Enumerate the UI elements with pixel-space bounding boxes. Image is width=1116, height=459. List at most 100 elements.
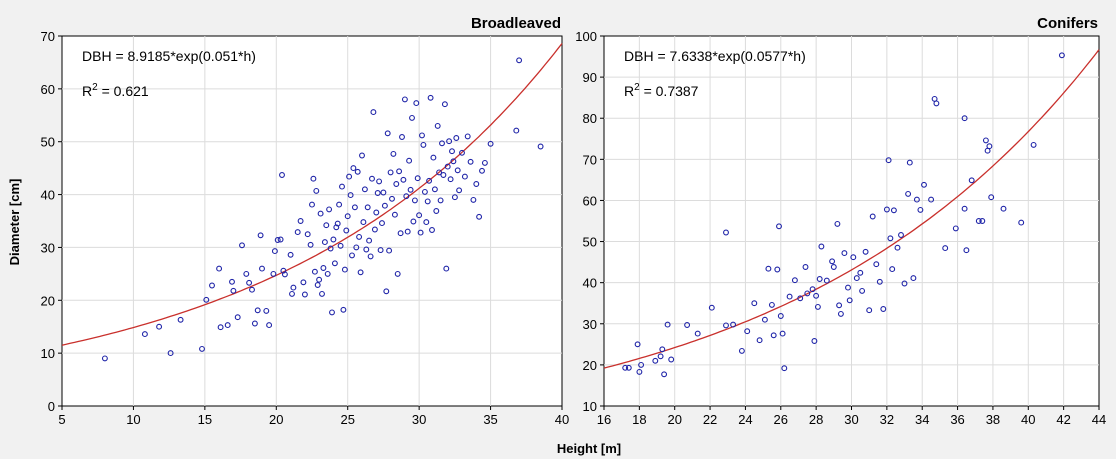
data-point: [467, 158, 474, 165]
data-point: [309, 201, 315, 208]
data-point: [249, 286, 255, 293]
data-point: [349, 252, 355, 259]
data-point: [917, 206, 924, 213]
data-point: [203, 296, 210, 303]
data-point: [770, 332, 777, 339]
data-point: [346, 173, 353, 180]
data-point: [374, 190, 381, 196]
data-point: [829, 258, 836, 265]
data-point: [473, 181, 480, 187]
data-point: [887, 235, 894, 242]
data-point: [287, 251, 294, 258]
data-point: [371, 226, 378, 233]
data-point: [277, 236, 284, 243]
data-point: [297, 218, 304, 224]
data-point: [811, 338, 818, 344]
data-point: [933, 100, 940, 107]
r2-broadleaved: R2 = 0.621: [82, 82, 149, 99]
data-point: [427, 94, 434, 101]
points-broadleaved: [101, 57, 544, 362]
data-point: [804, 290, 811, 297]
data-point: [857, 269, 864, 276]
data-point: [390, 150, 397, 157]
data-point: [360, 219, 367, 226]
data-point: [307, 241, 314, 248]
data-point: [400, 176, 407, 183]
data-point: [254, 307, 261, 314]
data-point: [708, 304, 715, 311]
data-point: [890, 207, 897, 214]
data-point: [367, 253, 374, 260]
data-point: [694, 330, 701, 337]
panel-title-conifers: Conifers: [1037, 15, 1098, 32]
data-point: [266, 322, 273, 329]
data-point: [311, 268, 318, 275]
data-point: [738, 347, 745, 354]
data-point: [337, 242, 344, 249]
data-point: [906, 159, 913, 166]
data-point: [324, 270, 331, 277]
y-tick-label: 50: [583, 235, 597, 250]
x-tick-label: 15: [198, 412, 212, 427]
data-point: [343, 227, 350, 234]
data-point: [853, 275, 860, 282]
data-point: [384, 130, 391, 137]
data-point: [429, 227, 435, 233]
data-point: [423, 219, 430, 226]
data-point: [156, 323, 163, 330]
y-tick-label: 60: [583, 193, 597, 208]
data-point: [347, 192, 354, 199]
data-point: [461, 173, 468, 180]
data-point: [391, 211, 398, 218]
data-point: [898, 232, 904, 238]
x-tick-label: 5: [58, 412, 65, 427]
data-point: [894, 244, 901, 251]
data-point: [421, 188, 428, 195]
data-point: [1018, 219, 1025, 226]
data-point: [797, 295, 804, 302]
data-point: [781, 365, 788, 372]
y-tick-label: 10: [41, 346, 55, 361]
data-point: [723, 322, 729, 329]
data-point: [406, 157, 413, 164]
data-point: [1000, 205, 1007, 212]
data-point: [351, 204, 358, 211]
data-point: [723, 229, 729, 236]
data-point: [330, 236, 337, 243]
data-point: [986, 143, 993, 150]
data-point: [251, 320, 258, 327]
r2-superscript: 2: [92, 82, 98, 93]
ticks-broadleaved: 5 10 15 20 25 30 35 40 0 10 20 30 40 50 60 70: [41, 29, 570, 427]
data-point: [730, 321, 737, 328]
data-point: [928, 196, 935, 203]
data-point: [942, 245, 949, 252]
data-point: [387, 169, 394, 176]
data-point: [294, 229, 301, 236]
data-point: [336, 201, 343, 208]
data-point: [901, 280, 908, 287]
fit-curve: [61, 43, 563, 346]
x-tick-label: 42: [1056, 412, 1070, 427]
data-point: [167, 350, 174, 357]
data-point: [905, 190, 912, 197]
data-point: [344, 213, 351, 220]
data-point: [449, 148, 455, 155]
data-point: [440, 172, 447, 178]
data-point: [224, 322, 231, 329]
data-point: [516, 57, 523, 64]
data-point: [961, 205, 968, 212]
fit-curve-conifers: [603, 49, 1100, 369]
data-point: [141, 331, 148, 338]
data-point: [359, 152, 365, 159]
y-tick-label: 90: [583, 70, 597, 85]
data-point: [446, 138, 453, 145]
data-point: [394, 270, 401, 277]
x-tick-label: 26: [774, 412, 788, 427]
data-point: [257, 232, 264, 239]
y-tick-label: 0: [48, 399, 55, 414]
data-point: [744, 328, 751, 335]
data-point: [813, 292, 820, 299]
data-point: [366, 237, 373, 244]
data-point: [393, 181, 400, 187]
